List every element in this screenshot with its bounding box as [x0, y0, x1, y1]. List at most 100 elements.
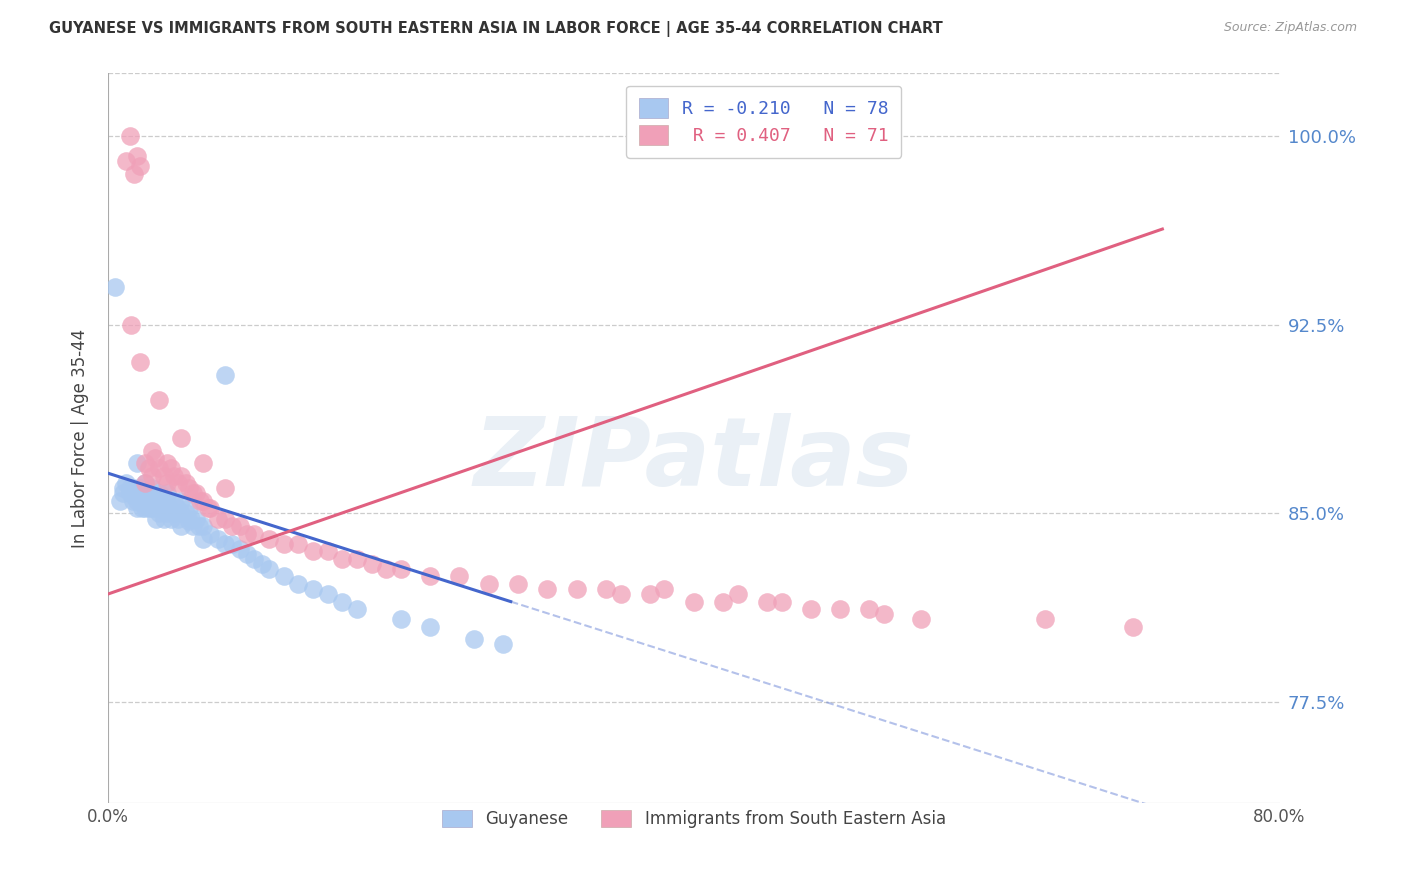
- Point: [138, 461, 160, 475]
- Point: [287, 577, 309, 591]
- Point: [170, 507, 193, 521]
- Point: [155, 476, 177, 491]
- Point: [104, 280, 127, 294]
- Point: [134, 476, 156, 491]
- Point: [148, 393, 170, 408]
- Point: [419, 620, 441, 634]
- Point: [155, 507, 177, 521]
- Point: [160, 511, 183, 525]
- Point: [770, 594, 793, 608]
- Point: [727, 587, 749, 601]
- Point: [346, 602, 368, 616]
- Point: [257, 562, 280, 576]
- Point: [170, 519, 193, 533]
- Point: [243, 551, 266, 566]
- Point: [124, 167, 146, 181]
- Point: [141, 468, 163, 483]
- Point: [654, 582, 676, 596]
- Point: [141, 481, 163, 495]
- Point: [330, 594, 353, 608]
- Point: [155, 486, 177, 500]
- Point: [236, 547, 259, 561]
- Point: [506, 577, 529, 591]
- Point: [163, 507, 186, 521]
- Point: [138, 494, 160, 508]
- Point: [152, 511, 174, 525]
- Point: [148, 494, 170, 508]
- Point: [124, 481, 146, 495]
- Point: [273, 537, 295, 551]
- Legend: Guyanese, Immigrants from South Eastern Asia: Guyanese, Immigrants from South Eastern …: [434, 804, 952, 835]
- Point: [134, 501, 156, 516]
- Point: [1122, 620, 1144, 634]
- Point: [127, 501, 149, 516]
- Point: [155, 496, 177, 510]
- Point: [800, 602, 823, 616]
- Point: [197, 501, 219, 516]
- Point: [148, 507, 170, 521]
- Point: [134, 456, 156, 470]
- Point: [638, 587, 661, 601]
- Point: [200, 501, 222, 516]
- Point: [118, 128, 141, 143]
- Point: [111, 481, 134, 495]
- Point: [184, 486, 207, 500]
- Point: [141, 491, 163, 506]
- Point: [174, 507, 197, 521]
- Point: [330, 551, 353, 566]
- Point: [221, 519, 243, 533]
- Point: [129, 494, 152, 508]
- Point: [214, 511, 236, 525]
- Point: [159, 501, 181, 516]
- Point: [595, 582, 617, 596]
- Text: Source: ZipAtlas.com: Source: ZipAtlas.com: [1223, 21, 1357, 34]
- Point: [120, 318, 142, 332]
- Point: [138, 501, 160, 516]
- Point: [177, 514, 200, 528]
- Point: [152, 468, 174, 483]
- Point: [170, 431, 193, 445]
- Text: ZIPatlas: ZIPatlas: [474, 413, 914, 507]
- Point: [155, 456, 177, 470]
- Point: [127, 456, 149, 470]
- Point: [174, 476, 197, 491]
- Point: [207, 532, 229, 546]
- Point: [131, 501, 153, 516]
- Point: [167, 476, 190, 491]
- Point: [273, 569, 295, 583]
- Point: [129, 159, 152, 173]
- Point: [143, 494, 166, 508]
- Point: [478, 577, 501, 591]
- Point: [346, 551, 368, 566]
- Point: [150, 501, 173, 516]
- Point: [316, 587, 339, 601]
- Y-axis label: In Labor Force | Age 35-44: In Labor Force | Age 35-44: [72, 328, 89, 548]
- Point: [287, 537, 309, 551]
- Point: [129, 355, 152, 369]
- Point: [124, 489, 146, 503]
- Point: [360, 557, 382, 571]
- Point: [163, 494, 186, 508]
- Point: [609, 587, 631, 601]
- Point: [207, 511, 229, 525]
- Point: [910, 612, 932, 626]
- Point: [111, 486, 134, 500]
- Point: [141, 501, 163, 516]
- Point: [163, 468, 186, 483]
- Point: [134, 476, 156, 491]
- Point: [419, 569, 441, 583]
- Point: [536, 582, 558, 596]
- Point: [131, 486, 153, 500]
- Point: [136, 486, 159, 500]
- Text: GUYANESE VS IMMIGRANTS FROM SOUTH EASTERN ASIA IN LABOR FORCE | AGE 35-44 CORREL: GUYANESE VS IMMIGRANTS FROM SOUTH EASTER…: [49, 21, 943, 37]
- Point: [187, 519, 209, 533]
- Point: [193, 456, 215, 470]
- Point: [170, 468, 193, 483]
- Point: [180, 511, 202, 525]
- Point: [167, 511, 190, 525]
- Point: [170, 494, 193, 508]
- Point: [214, 481, 236, 495]
- Point: [141, 443, 163, 458]
- Point: [858, 602, 880, 616]
- Point: [145, 501, 167, 516]
